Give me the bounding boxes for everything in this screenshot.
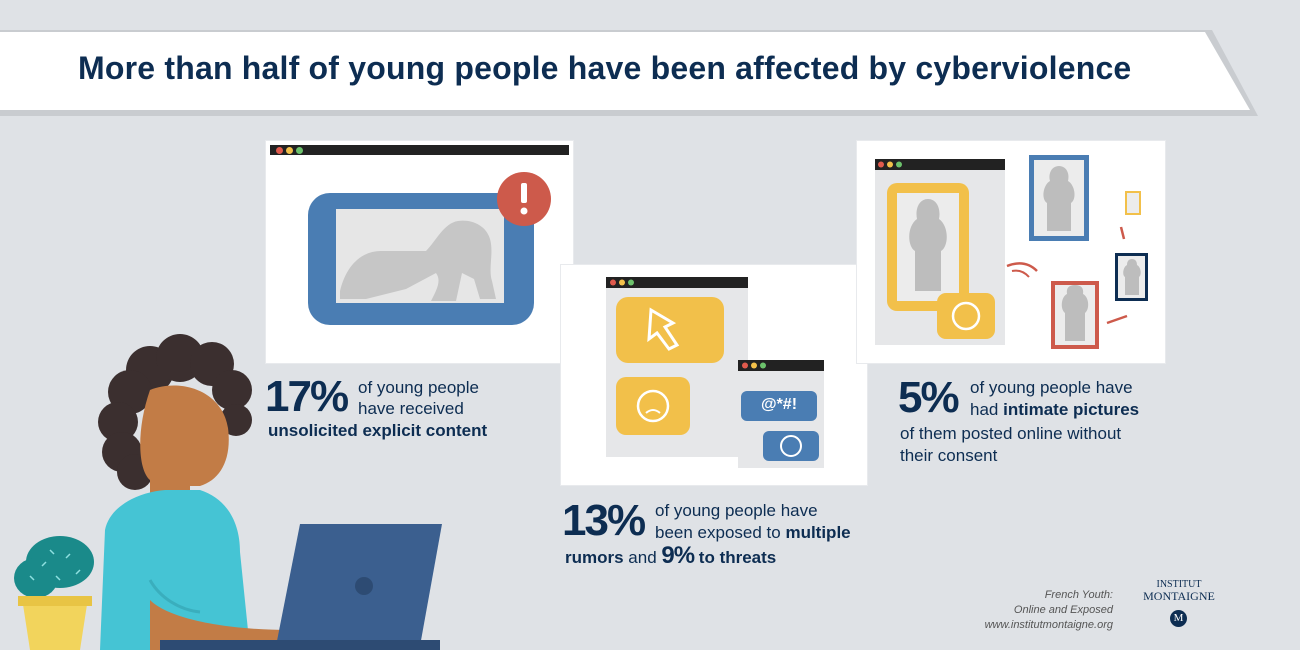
shared-pictures-illustration — [875, 155, 1148, 349]
stat-pictures-line1: of young people have — [970, 378, 1133, 397]
stat-rumors-percent: 13% — [562, 496, 646, 545]
explicit-content-window — [265, 140, 574, 364]
page-title: More than half of young people have been… — [78, 50, 1132, 86]
source-line2: Online and Exposed — [1013, 604, 1113, 616]
stat-rumors-line3: rumors and 9% to threats — [565, 542, 777, 569]
window-close-dot — [276, 147, 283, 154]
angry-symbols-bubble: @*#! — [760, 396, 798, 413]
stat-rumors-line1: of young people have — [655, 501, 818, 520]
stat-rumors-line2-bold: multiple — [785, 523, 851, 542]
stat-explicit-percent: 17% — [265, 372, 349, 421]
stat-pictures-line2-text: had — [970, 400, 1004, 419]
institut-logo-mark: M — [1170, 610, 1187, 627]
rumors-threats-window: @*#! — [560, 264, 868, 486]
person-laptop-illustration — [14, 334, 442, 650]
institut-logo-line1: INSTITUT — [1156, 579, 1202, 590]
stat-explicit-line2: have received — [358, 399, 464, 418]
stat-rumors-line2-text: been exposed to — [655, 523, 786, 542]
stat-pictures-percent: 5% — [898, 373, 960, 422]
intimate-pictures-window — [856, 140, 1166, 364]
stat-threats-percent: 9% — [661, 542, 695, 569]
source-url[interactable]: www.institutmontaigne.org — [984, 619, 1113, 631]
institut-logo-line2: MONTAIGNE — [1143, 589, 1215, 603]
stat-rumors-and: and — [623, 548, 662, 567]
window-titlebar — [270, 145, 569, 155]
stat-explicit-line3: unsolicited explicit content — [268, 421, 488, 440]
source-line1: French Youth: — [1044, 589, 1113, 601]
stat-pictures-line2-bold: intimate pictures — [1003, 400, 1140, 419]
explicit-image-illustration — [308, 172, 551, 325]
stat-pictures-line2: had intimate pictures — [970, 399, 1139, 420]
stat-pictures-line3: of them posted online without — [900, 424, 1122, 443]
stat-threats-text: to threats — [694, 548, 777, 567]
stat-explicit-line1: of young people — [358, 378, 479, 397]
title-banner — [0, 30, 1258, 116]
window-maximize-dot — [296, 147, 303, 154]
window-minimize-dot — [286, 147, 293, 154]
stat-rumors-rumors: rumors — [565, 548, 624, 567]
stat-rumors-line2: been exposed to multiple — [655, 522, 851, 543]
chat-illustration — [606, 277, 824, 468]
stat-pictures-line4: their consent — [900, 446, 998, 465]
